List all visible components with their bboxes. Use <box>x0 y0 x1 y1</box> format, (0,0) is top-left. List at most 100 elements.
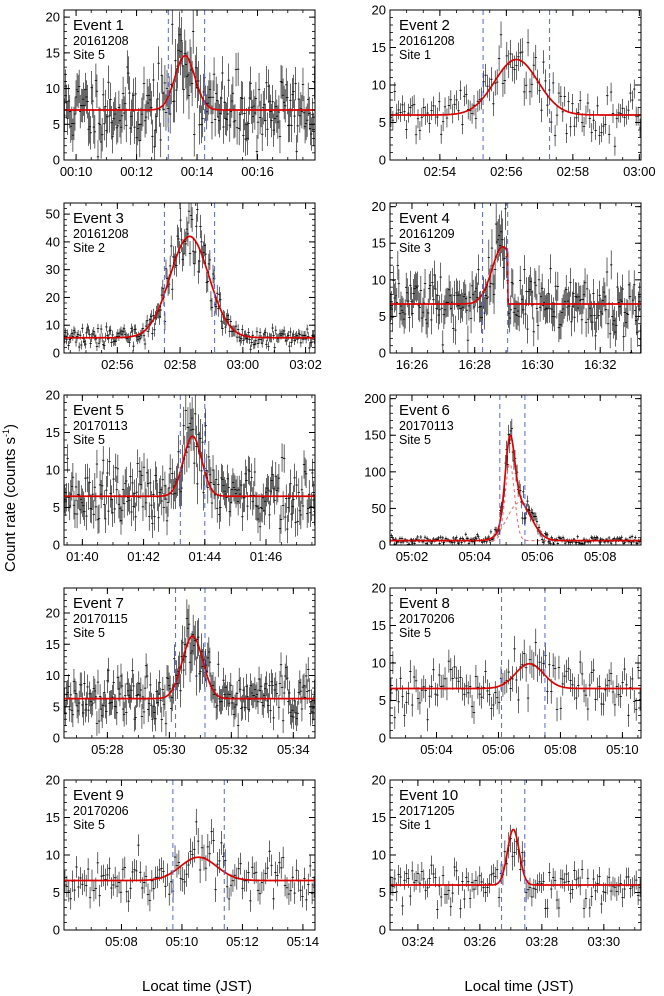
event-title: Event 5 <box>73 402 124 419</box>
event-title: Event 2 <box>399 17 450 34</box>
event-title: Event 7 <box>73 595 124 612</box>
fit-curve <box>390 58 641 116</box>
y-tick-label: 20 <box>46 606 60 621</box>
data-points <box>64 203 315 353</box>
event-site: Site 5 <box>73 626 105 640</box>
plot-area <box>390 203 641 353</box>
x-tick-label: 02:56 <box>101 357 134 372</box>
event-date: 20170113 <box>399 419 454 433</box>
y-tick-label: 15 <box>46 425 60 440</box>
y-tick-label: 10 <box>46 81 60 96</box>
x-tick-label: 03:02 <box>289 357 322 372</box>
fit-curve <box>390 246 641 305</box>
plot-area <box>390 588 641 738</box>
event-title: Event 4 <box>399 210 450 227</box>
event-site: Site 3 <box>399 241 431 255</box>
panel-event-3: 0 10 20 30 40 50 02:56 02:58 03:00 03:02 Event 320… <box>46 202 322 372</box>
plot-area <box>390 780 641 930</box>
y-tick-label: 10 <box>46 848 60 863</box>
panel-event-2: 0 5 10 15 20 02:54 02:56 02:58 03:00 Event 220161… <box>372 3 656 180</box>
event-site: Site 2 <box>73 241 105 255</box>
event-date: 20170113 <box>73 419 128 433</box>
data-points <box>390 203 641 353</box>
panel-event-7: 0 5 10 15 20 05:28 05:30 05:32 05:34 Event 720170… <box>46 587 316 757</box>
y-tick-label: 0 <box>379 923 386 938</box>
y-tick-label: 20 <box>372 3 386 18</box>
x-tick-label: 01:46 <box>250 549 283 564</box>
y-tick-label: 200 <box>364 391 386 406</box>
event-site: Site 5 <box>73 433 105 447</box>
x-tick-label: 05:08 <box>105 934 138 949</box>
event-date: 20161208 <box>399 34 455 48</box>
x-tick-label: 01:42 <box>127 549 160 564</box>
x-tick-label: 02:56 <box>490 164 523 179</box>
x-axis-label-left: Locat time (JST) <box>142 978 252 995</box>
event-site: Site 5 <box>399 433 431 447</box>
y-tick-label: 10 <box>372 848 386 863</box>
y-tick-label: 5 <box>379 693 386 708</box>
y-tick-label: 40 <box>46 234 60 249</box>
x-tick-label: 16:26 <box>396 357 429 372</box>
panel-event-9: 0 5 10 15 20 05:08 05:10 05:12 05:14 Event 920170… <box>46 773 320 950</box>
x-tick-label: 05:04 <box>458 549 491 564</box>
y-tick-label: 5 <box>379 115 386 130</box>
x-tick-label: 05:34 <box>277 742 310 757</box>
plot-area <box>64 10 315 160</box>
y-tick-label: 20 <box>372 581 386 596</box>
y-tick-label: 0 <box>53 538 60 553</box>
x-tick-label: 16:32 <box>584 357 617 372</box>
x-tick-label: 16:28 <box>458 357 491 372</box>
y-tick-label: 15 <box>372 40 386 55</box>
fit-component-2 <box>390 502 641 542</box>
data-points <box>64 808 315 912</box>
fit-curve <box>64 635 315 700</box>
event-site: Site 1 <box>399 48 431 62</box>
y-tick-label: 15 <box>46 45 60 60</box>
data-points <box>390 21 641 156</box>
plot-area <box>390 10 641 160</box>
plot-area <box>64 780 315 930</box>
y-tick-label: 0 <box>379 153 386 168</box>
y-tick-label: 5 <box>53 699 60 714</box>
y-tick-label: 20 <box>46 10 60 25</box>
x-tick-label: 05:08 <box>544 742 577 757</box>
fit-curve <box>64 235 315 339</box>
y-tick-label: 0 <box>53 153 60 168</box>
y-tick-label: 10 <box>46 668 60 683</box>
event-date: 20170206 <box>399 612 455 626</box>
x-tick-label: 05:30 <box>153 742 186 757</box>
panel-event-8: 0 5 10 15 20 05:04 05:06 05:08 05:10 Event 820170… <box>372 581 642 757</box>
panel-event-5: 0 5 10 15 20 01:40 01:42 01:44 01:46 Event 520170… <box>46 388 316 564</box>
y-tick-label: 0 <box>379 731 386 746</box>
y-axis-label-paren: ) <box>2 424 19 429</box>
y-tick-label: 5 <box>53 500 60 515</box>
fit-component-1 <box>390 463 641 542</box>
event-title: Event 6 <box>399 402 450 419</box>
fit-curve <box>64 435 315 498</box>
x-tick-label: 00:14 <box>181 164 214 179</box>
y-tick-label: 15 <box>372 236 386 251</box>
y-axis-label-text: Count rate (counts s <box>2 437 19 572</box>
y-tick-label: 10 <box>46 318 60 333</box>
plot-frame <box>63 202 316 354</box>
y-tick-label: 5 <box>53 885 60 900</box>
data-points <box>64 395 315 544</box>
plot-area <box>390 395 641 545</box>
event-date: 20161208 <box>73 227 129 241</box>
y-tick-label: 20 <box>372 199 386 214</box>
plot-frame <box>389 394 642 546</box>
y-tick-label: 150 <box>364 428 386 443</box>
y-tick-label: 20 <box>46 388 60 403</box>
y-tick-label: 20 <box>46 290 60 305</box>
x-tick-label: 05:32 <box>215 742 248 757</box>
y-tick-label: 0 <box>379 538 386 553</box>
event-title: Event 3 <box>73 210 124 227</box>
x-tick-label: 00:10 <box>60 164 93 179</box>
y-tick-label: 5 <box>379 885 386 900</box>
x-tick-label: 03:00 <box>623 164 656 179</box>
x-tick-label: 05:08 <box>584 549 617 564</box>
event-title: Event 8 <box>399 595 450 612</box>
event-date: 20170115 <box>73 612 128 626</box>
y-tick-label: 15 <box>46 810 60 825</box>
